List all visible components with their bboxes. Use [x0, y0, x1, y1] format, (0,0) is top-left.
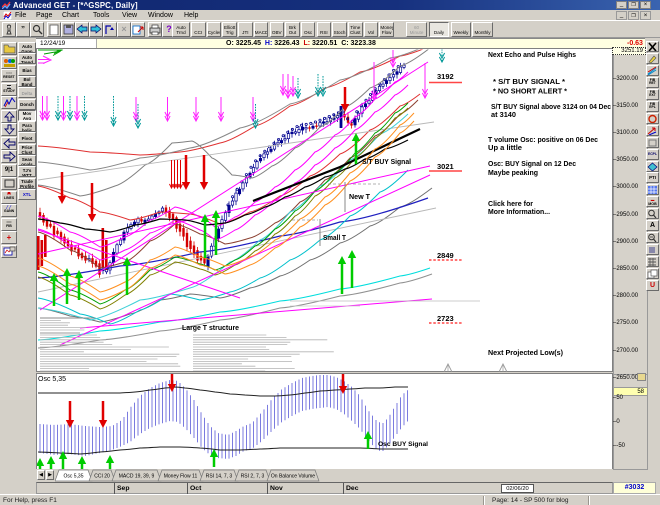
svg-text:Osc: BUY Signal on 12 Dec: Osc: BUY Signal on 12 Dec — [488, 159, 576, 168]
svg-text:Osc 5,35: Osc 5,35 — [63, 474, 83, 480]
svg-text:CCI 20: CCI 20 — [94, 474, 110, 480]
svg-text:RSI 2, 7, 3: RSI 2, 7, 3 — [241, 474, 265, 480]
svg-text:T volume Osc: positive on 06 D: T volume Osc: positive on 06 Dec — [488, 135, 598, 144]
svg-text:3192: 3192 — [437, 72, 454, 81]
svg-text:* S/T BUY SIGNAL *: * S/T BUY SIGNAL * — [493, 77, 565, 86]
svg-text:MACD 19, 39, 9: MACD 19, 39, 9 — [119, 474, 155, 480]
svg-text:2723: 2723 — [437, 314, 454, 323]
svg-text:RSI 14, 7, 3: RSI 14, 7, 3 — [206, 474, 233, 480]
svg-text:Up a little: Up a little — [488, 143, 522, 152]
svg-text:at 3140: at 3140 — [491, 110, 516, 119]
svg-text:2849: 2849 — [437, 251, 454, 260]
svg-text:Osc BUY Signal: Osc BUY Signal — [378, 441, 428, 448]
svg-text:S/T BUY Signal above 3124 on 0: S/T BUY Signal above 3124 on 04 Dec — [491, 102, 611, 111]
svg-text:Next Echo and Pulse Highs: Next Echo and Pulse Highs — [488, 50, 576, 59]
svg-text:Money Flow 11: Money Flow 11 — [164, 474, 198, 480]
svg-text:3021: 3021 — [437, 162, 454, 171]
svg-text:Small T: Small T — [323, 233, 346, 242]
svg-text:* NO SHORT ALERT *: * NO SHORT ALERT * — [493, 87, 567, 96]
svg-text:Osc 5,35: Osc 5,35 — [38, 376, 66, 383]
svg-text:Click here for: Click here for — [488, 199, 533, 208]
svg-text:S/T BUY Signal: S/T BUY Signal — [362, 157, 411, 166]
svg-text:Next Projected Low(s): Next Projected Low(s) — [488, 348, 564, 357]
svg-text:Maybe peaking: Maybe peaking — [488, 168, 538, 177]
svg-text:On Balance Volume: On Balance Volume — [271, 474, 315, 480]
svg-text:More Information...: More Information... — [488, 207, 550, 216]
svg-text:New T: New T — [349, 192, 370, 201]
svg-text:Large T structure: Large T structure — [182, 323, 239, 332]
